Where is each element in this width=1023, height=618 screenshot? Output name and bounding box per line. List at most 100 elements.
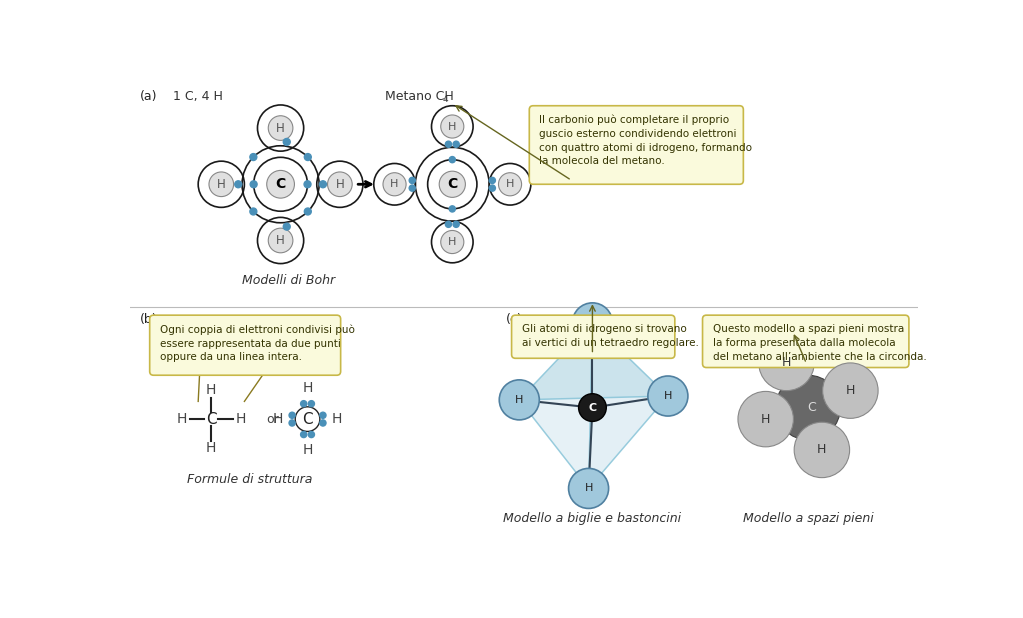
Circle shape	[648, 376, 687, 416]
Text: Modelli di Bohr: Modelli di Bohr	[241, 274, 335, 287]
Circle shape	[445, 221, 451, 227]
Text: or: or	[267, 413, 279, 426]
Circle shape	[439, 171, 465, 197]
Text: C: C	[206, 412, 217, 426]
Circle shape	[250, 154, 257, 161]
Circle shape	[822, 363, 878, 418]
Circle shape	[759, 335, 814, 391]
Circle shape	[267, 171, 295, 198]
Circle shape	[268, 228, 293, 253]
Circle shape	[320, 420, 326, 426]
Circle shape	[308, 431, 314, 438]
Circle shape	[409, 185, 415, 191]
Polygon shape	[588, 323, 668, 488]
Text: H: H	[206, 383, 217, 397]
Circle shape	[327, 172, 352, 197]
Text: H: H	[331, 412, 342, 426]
Circle shape	[499, 380, 539, 420]
Text: H: H	[276, 122, 285, 135]
Circle shape	[449, 206, 455, 212]
Text: H: H	[276, 234, 285, 247]
Text: H: H	[336, 178, 345, 191]
Text: H: H	[448, 237, 456, 247]
Circle shape	[320, 412, 326, 418]
Text: C: C	[807, 401, 816, 414]
Text: C: C	[447, 177, 457, 191]
Text: Ogni coppia di elettroni condivisi può
essere rappresentata da due punti
oppure : Ogni coppia di elettroni condivisi può e…	[160, 324, 355, 362]
Text: Modello a biglie e bastoncini: Modello a biglie e bastoncini	[503, 512, 681, 525]
Circle shape	[738, 391, 794, 447]
FancyBboxPatch shape	[703, 315, 908, 368]
Text: Formule di struttura: Formule di struttura	[187, 473, 312, 486]
Text: H: H	[584, 483, 592, 493]
Circle shape	[489, 177, 495, 184]
Text: C: C	[588, 402, 596, 413]
Circle shape	[409, 177, 415, 184]
Circle shape	[304, 154, 311, 161]
Text: H: H	[217, 178, 226, 191]
Circle shape	[283, 138, 291, 145]
Text: H: H	[273, 412, 283, 426]
Circle shape	[319, 181, 326, 188]
Text: H: H	[303, 443, 313, 457]
Circle shape	[301, 400, 307, 407]
Text: H: H	[177, 412, 187, 426]
Text: 1 C, 4 H: 1 C, 4 H	[173, 90, 223, 103]
Circle shape	[453, 141, 459, 147]
FancyBboxPatch shape	[512, 315, 675, 358]
Circle shape	[250, 208, 257, 215]
Text: H: H	[761, 413, 770, 426]
Circle shape	[209, 172, 233, 197]
Text: H: H	[235, 412, 246, 426]
Polygon shape	[520, 323, 668, 400]
Circle shape	[579, 394, 607, 421]
Text: H: H	[448, 122, 456, 132]
Text: Gli atomi di idrogeno si trovano
ai vertici di un tetraedro regolare.: Gli atomi di idrogeno si trovano ai vert…	[522, 324, 699, 348]
Circle shape	[383, 172, 406, 196]
Circle shape	[283, 223, 291, 230]
FancyBboxPatch shape	[529, 106, 744, 184]
Circle shape	[445, 141, 451, 147]
Text: H: H	[391, 179, 399, 189]
Circle shape	[304, 181, 311, 188]
Circle shape	[489, 185, 495, 191]
Circle shape	[308, 400, 314, 407]
Text: H: H	[206, 441, 217, 455]
Text: Il carbonio può completare il proprio
guscio esterno condividendo elettroni
con : Il carbonio può completare il proprio gu…	[539, 115, 752, 166]
Text: H: H	[846, 384, 855, 397]
Circle shape	[304, 208, 311, 215]
FancyBboxPatch shape	[149, 315, 341, 375]
Text: (c): (c)	[505, 313, 522, 326]
Circle shape	[775, 375, 840, 440]
Text: C: C	[302, 412, 313, 426]
Circle shape	[569, 468, 609, 509]
Circle shape	[498, 172, 522, 196]
Text: H: H	[782, 357, 791, 370]
Text: 4: 4	[443, 95, 449, 104]
Circle shape	[441, 115, 463, 138]
Polygon shape	[520, 323, 592, 488]
Text: Modello a spazi pieni: Modello a spazi pieni	[743, 512, 874, 525]
Text: C: C	[275, 177, 285, 191]
Circle shape	[290, 412, 296, 418]
Text: H: H	[516, 395, 524, 405]
Text: H: H	[588, 318, 596, 328]
Text: H: H	[664, 391, 672, 401]
Circle shape	[441, 231, 463, 253]
Circle shape	[449, 156, 455, 163]
Text: Questo modello a spazi pieni mostra
la forma presentata dalla molecola
del metan: Questo modello a spazi pieni mostra la f…	[713, 324, 926, 362]
Text: H: H	[303, 381, 313, 396]
Circle shape	[290, 420, 296, 426]
Text: Metano CH: Metano CH	[385, 90, 453, 103]
Circle shape	[453, 221, 459, 227]
Circle shape	[251, 181, 257, 188]
Circle shape	[573, 303, 613, 343]
Circle shape	[268, 116, 293, 140]
Text: (b): (b)	[140, 313, 158, 326]
Circle shape	[301, 431, 307, 438]
Text: (a): (a)	[140, 90, 158, 103]
Text: H: H	[817, 444, 827, 457]
Circle shape	[234, 181, 241, 188]
Text: H: H	[505, 179, 515, 189]
Circle shape	[794, 422, 850, 478]
